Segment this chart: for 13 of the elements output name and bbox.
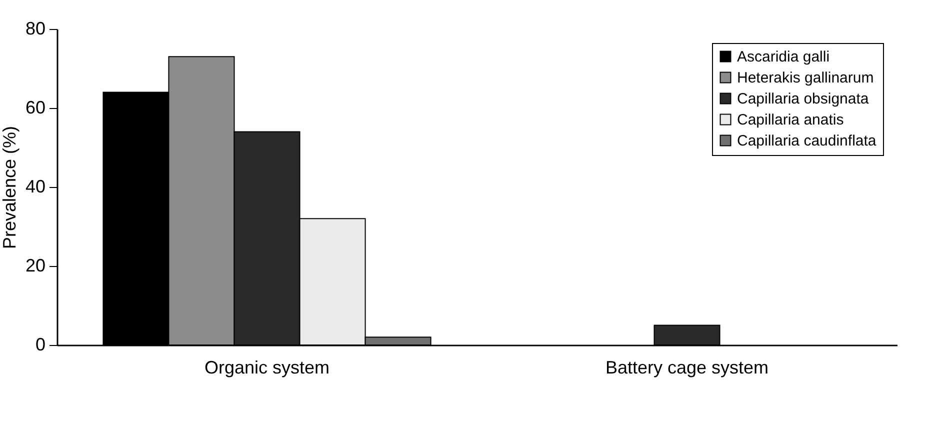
legend-label: Ascaridia galli [737, 48, 830, 66]
y-tick-label: 40 [25, 176, 46, 196]
y-tick-label: 80 [25, 18, 46, 38]
y-axis-title: Prevalence (%) [0, 126, 20, 250]
x-tick-label: Battery cage system [605, 358, 769, 378]
legend-label: Capillaria caudinflata [737, 132, 877, 150]
legend-label: Capillaria obsignata [737, 90, 870, 108]
y-tick-label: 60 [25, 98, 46, 118]
y-tick-label: 20 [25, 256, 46, 276]
y-tick-label: 0 [35, 334, 46, 354]
legend-label: Heterakis gallinarum [737, 70, 874, 86]
x-tick-label: Organic system [204, 358, 330, 378]
legend-label: Capillaria anatis [737, 112, 844, 128]
